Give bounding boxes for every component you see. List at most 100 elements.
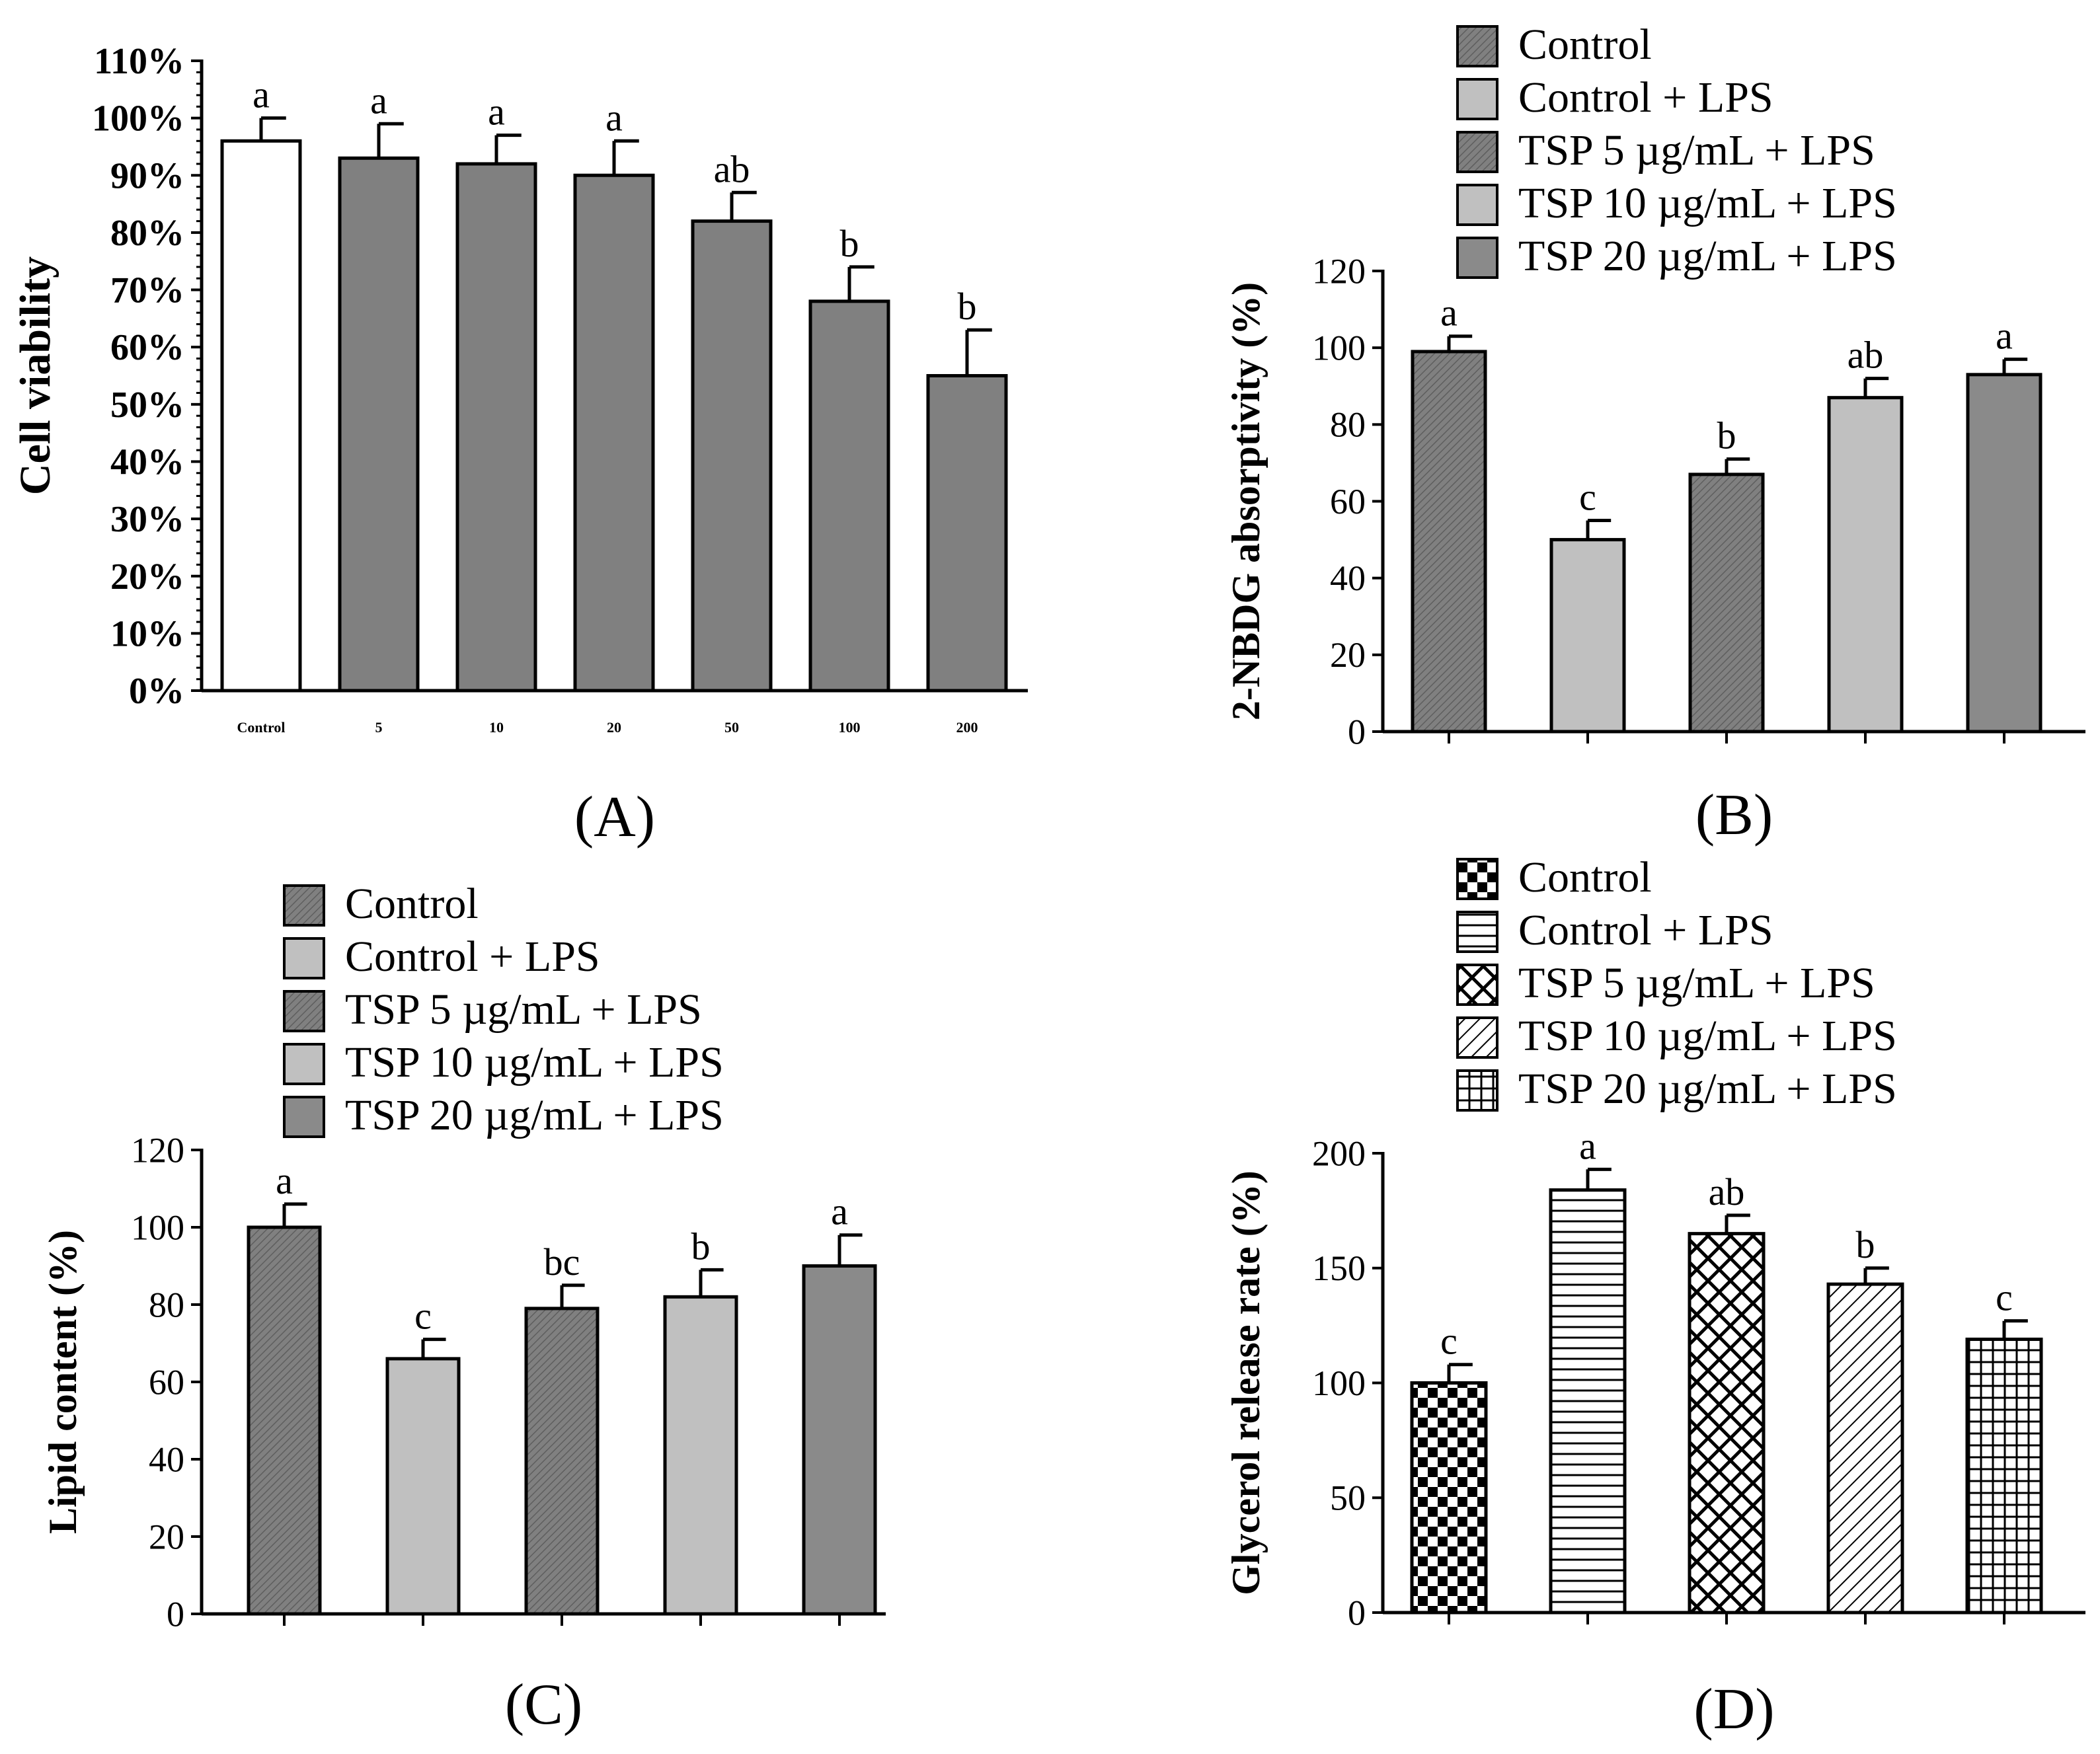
legend-label: TSP 20 µg/mL + LPS	[1518, 232, 1897, 280]
y-tick-label: 70%	[110, 270, 184, 311]
y-tick-label: 20%	[110, 556, 184, 597]
legend-label: TSP 5 µg/mL + LPS	[1518, 126, 1875, 174]
legend-swatch	[1456, 25, 1498, 67]
y-axis-label: Cell viability	[11, 256, 59, 495]
y-tick-label: 90%	[110, 155, 184, 196]
y-tick-label: 120	[131, 1130, 184, 1170]
chart-b: 0 20 40 60 80 100 120 2-NBDG absorptivity (%) a c…	[1224, 20, 2085, 847]
chart-c: 0 20 40 60 80 100 120 Lipid content (%) a c bc b a Co…	[41, 880, 886, 1737]
significance-label: a	[831, 1190, 848, 1233]
x-tick-label: 20	[607, 719, 621, 736]
y-axis-label: Lipid content (%)	[41, 1230, 85, 1534]
legend-swatch	[283, 884, 325, 927]
significance-label: c	[1440, 1320, 1458, 1363]
y-tick-label: 60	[1330, 482, 1366, 521]
legend-label: TSP 5 µg/mL + LPS	[1518, 959, 1875, 1007]
legend-swatch	[1456, 78, 1498, 120]
significance-label: ab	[714, 147, 750, 190]
significance-label: bc	[544, 1240, 580, 1283]
legend-label: Control	[345, 880, 479, 928]
x-tick-label: 200	[956, 719, 978, 736]
bar	[808, 299, 890, 693]
x-tick-label: 10	[489, 719, 504, 736]
bar	[1965, 1337, 2043, 1615]
bar	[1549, 538, 1626, 734]
legend-swatch	[1456, 237, 1498, 279]
legend-swatch	[283, 1043, 325, 1085]
y-tick-label: 150	[1312, 1248, 1366, 1288]
y-tick-label: 40	[1330, 558, 1366, 598]
significance-label: a	[276, 1159, 293, 1202]
chart-d: 0 50 100 150 200 Glycerol release rate (%) c a a…	[1224, 853, 2085, 1741]
panel-label: (D)	[1693, 1677, 1774, 1741]
y-tick-label: 30%	[110, 499, 184, 540]
bar	[802, 1264, 877, 1616]
bar	[524, 1307, 600, 1616]
legend-swatch	[1456, 131, 1498, 173]
x-tick-label: 50	[724, 719, 739, 736]
significance-label: a	[488, 91, 505, 133]
significance-label: b	[958, 285, 977, 328]
legend-label: Control + LPS	[345, 933, 600, 981]
legend-label: TSP 20 µg/mL + LPS	[1518, 1065, 1897, 1113]
y-tick-label: 10%	[110, 613, 184, 654]
legend-label: Control	[1518, 20, 1652, 69]
y-axis-label: Glycerol release rate (%)	[1224, 1170, 1268, 1595]
bar	[1410, 1381, 1488, 1615]
significance-label: a	[605, 96, 623, 139]
bar	[1688, 473, 1765, 734]
significance-label: b	[1856, 1223, 1875, 1266]
bar	[338, 156, 420, 693]
y-tick-label: 0	[1348, 1593, 1366, 1632]
y-tick-label: 20	[1330, 635, 1366, 675]
legend-swatch	[283, 1096, 325, 1138]
bar	[247, 1225, 322, 1616]
y-tick-label: 110%	[94, 41, 184, 82]
significance-label: c	[1579, 476, 1596, 519]
panel-label: (A)	[574, 785, 655, 849]
significance-label: ab	[1847, 334, 1884, 377]
x-tick-label: 100	[839, 719, 861, 736]
significance-label: a	[1579, 1124, 1596, 1167]
significance-label: a	[253, 73, 270, 116]
y-tick-label: 0	[1348, 712, 1366, 751]
significance-label: a	[1996, 315, 2013, 358]
y-tick-label: 20	[149, 1517, 184, 1556]
legend-label: TSP 10 µg/mL + LPS	[345, 1038, 724, 1087]
y-tick-label: 50	[1330, 1478, 1366, 1518]
y-axis-label: 2-NBDG absorptivity (%)	[1224, 282, 1268, 720]
y-tick-label: 80%	[110, 213, 184, 254]
y-tick-label: 80	[149, 1285, 184, 1324]
legend-swatch	[1456, 184, 1498, 226]
legend-swatch	[1456, 911, 1498, 953]
significance-label: ab	[1709, 1170, 1745, 1213]
y-tick-label: 0	[167, 1594, 184, 1634]
legend-swatch	[1456, 1016, 1498, 1059]
bar	[1826, 1282, 1904, 1615]
bar	[663, 1295, 738, 1616]
bar	[1966, 373, 2042, 734]
bar	[1688, 1232, 1766, 1615]
significance-label: c	[414, 1295, 432, 1338]
panel-label: (B)	[1695, 783, 1773, 847]
y-tick-label: 80	[1330, 405, 1366, 445]
legend-swatch	[1456, 964, 1498, 1006]
y-tick-label: 40%	[110, 441, 184, 482]
y-tick-label: 100	[131, 1207, 184, 1247]
significance-label: a	[1440, 291, 1458, 334]
significance-label: b	[840, 222, 859, 265]
y-tick-label: 50%	[110, 385, 184, 426]
y-tick-label: 60%	[110, 327, 184, 368]
y-tick-label: 0%	[129, 671, 184, 712]
y-tick-label: 120	[1312, 251, 1366, 291]
y-tick-label: 100	[1312, 1363, 1366, 1403]
legend-label: Control + LPS	[1518, 73, 1773, 122]
significance-label: b	[691, 1225, 711, 1268]
bar	[926, 374, 1008, 693]
legend-label: TSP 10 µg/mL + LPS	[1518, 179, 1897, 227]
bar	[1827, 396, 1904, 734]
bar	[691, 219, 773, 693]
